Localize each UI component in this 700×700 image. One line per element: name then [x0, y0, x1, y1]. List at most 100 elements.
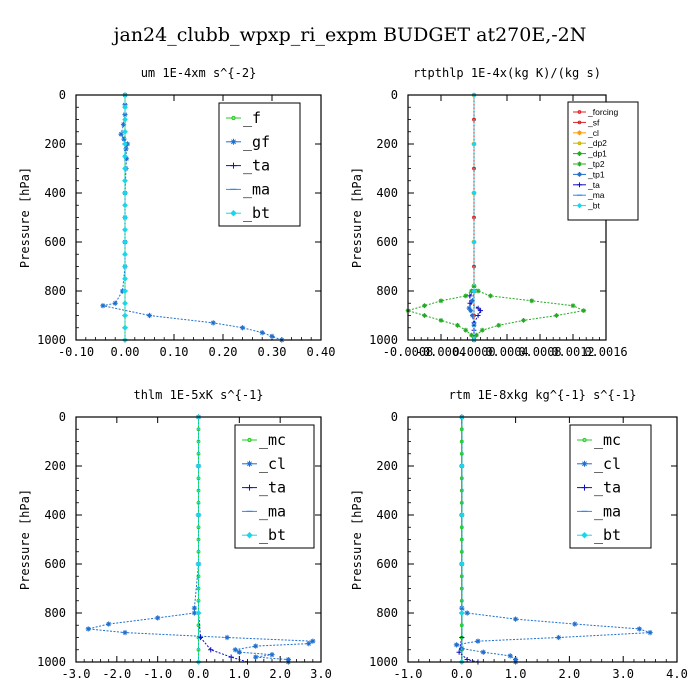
legend-swatch-marker: [577, 141, 582, 146]
x-tick-label: -1.0: [143, 667, 172, 681]
y-tick-label: 200: [376, 137, 398, 151]
series-point: [122, 141, 128, 147]
series-point: [453, 642, 460, 648]
legend-um: _f _gf _ta _ma _bt: [218, 102, 301, 227]
legend-label: _ta: [594, 479, 621, 497]
series-point: [224, 634, 230, 641]
series-point: [122, 177, 128, 184]
series-point: [458, 561, 465, 567]
legend-thlm: _mc _cl _ta _ma _bt: [234, 424, 315, 549]
series-point: [240, 325, 246, 331]
series-point: [232, 647, 238, 653]
y-tick-label: 0: [391, 410, 398, 424]
series-point: [100, 303, 106, 309]
legend-label: _forcing: [587, 107, 619, 117]
legend-label: _tp2: [587, 159, 605, 169]
series-point: [466, 305, 472, 311]
x-tick-label: -0.0004: [416, 345, 467, 359]
y-axis-label-thlm: Pressure [hPa]: [18, 489, 32, 590]
series-point: [529, 298, 535, 304]
x-tick-label: 0.0012: [551, 345, 594, 359]
y-tick-label: 1000: [369, 333, 398, 347]
panel-title-rtpthlp: rtpthlp 1E-4x(kg K)/(kg s): [413, 66, 601, 80]
y-tick-label: 0: [59, 88, 66, 102]
series-um-bt: [122, 92, 128, 343]
series-point: [120, 121, 127, 127]
legend-box: [234, 424, 315, 549]
series-point: [195, 610, 202, 616]
legend-label: _dp1: [587, 149, 607, 159]
legend-rtpthlp: _forcing_sf_cl_dp2_dp1_tp2_tp1_ta_ma_bt: [567, 101, 639, 221]
y-tick-label: 600: [44, 235, 66, 249]
series-point: [122, 128, 128, 135]
y-tick-label: 1000: [37, 333, 66, 347]
panel-title-rtm: rtm 1E-8xkg kg^{-1} s^{-1}: [449, 388, 637, 402]
legend-swatch-marker: [230, 162, 237, 169]
y-axis-label-um: Pressure [hPa]: [18, 167, 32, 268]
legend-swatch-marker: [577, 110, 582, 114]
x-tick-label: -2.0: [102, 667, 131, 681]
series-point: [474, 332, 479, 338]
series-point: [306, 641, 312, 647]
legend-label: _tp1: [587, 169, 605, 179]
legend-swatch-marker: [246, 460, 253, 467]
x-tick-label: 3.0: [612, 667, 634, 681]
x-tick-label: 0.30: [258, 345, 287, 359]
series-point: [480, 649, 486, 655]
series-point: [191, 610, 198, 616]
series-point: [458, 463, 465, 469]
series-point: [236, 649, 242, 655]
panel-thlm: thlm 1E-5xK s^{-1} Pressure [hPa] -3.0 -2.0…: [18, 388, 332, 681]
y-tick-label: 0: [59, 410, 66, 424]
legend-swatch-marker: [246, 484, 253, 491]
series-point: [269, 652, 275, 658]
legend-label: _mc: [259, 431, 286, 449]
series-point: [191, 605, 198, 611]
series-point: [228, 654, 234, 660]
series-point: [118, 131, 124, 137]
legend-label: _ma: [259, 502, 286, 520]
series-point: [521, 318, 526, 323]
series-rtpthlp-tp2: [405, 283, 477, 343]
legend-swatch-marker: [577, 130, 582, 136]
legend-box: [567, 101, 639, 221]
legend-swatch-marker: [247, 437, 252, 443]
series-point: [121, 136, 127, 142]
x-tick-label: 0.10: [160, 345, 189, 359]
legend-label: _dp2: [587, 138, 607, 148]
series-point: [475, 288, 481, 294]
panel-title-um: um 1E-4xm s^{-2}: [141, 66, 257, 80]
series-point: [455, 322, 460, 328]
series-point: [556, 634, 562, 641]
y-tick-label: 200: [376, 459, 398, 473]
y-tick-label: 400: [376, 186, 398, 200]
y-tick-label: 400: [44, 186, 66, 200]
legend-label: _ta: [587, 180, 600, 190]
series-point: [636, 626, 642, 632]
series-point: [122, 104, 128, 111]
legend-label: _gf: [243, 133, 270, 151]
plot-frame: [75, 416, 322, 663]
y-tick-label: 200: [44, 459, 66, 473]
legend-swatch-marker: [230, 138, 237, 145]
series-point: [210, 320, 216, 326]
series-point: [471, 283, 477, 289]
series-point: [422, 313, 427, 318]
y-axis-label-rtm: Pressure [hPa]: [350, 489, 364, 590]
series-point: [122, 202, 128, 209]
y-axis-label-rtpthlp: Pressure [hPa]: [350, 167, 364, 268]
series-point: [310, 638, 316, 644]
series-line: [406, 285, 475, 341]
series-point: [195, 463, 202, 469]
x-tick-label: 0.0016: [584, 345, 627, 359]
series-point: [647, 630, 653, 636]
legend-label: _bt: [594, 526, 621, 544]
series-point: [459, 605, 465, 611]
legend-swatch-marker: [577, 120, 582, 125]
series-point: [122, 214, 128, 221]
y-tick-label: 800: [44, 284, 66, 298]
series-point: [122, 312, 128, 319]
legend-swatch-marker: [582, 437, 587, 443]
panel-title-thlm: thlm 1E-5xK s^{-1}: [133, 388, 263, 402]
legend-label: _mc: [594, 431, 621, 449]
